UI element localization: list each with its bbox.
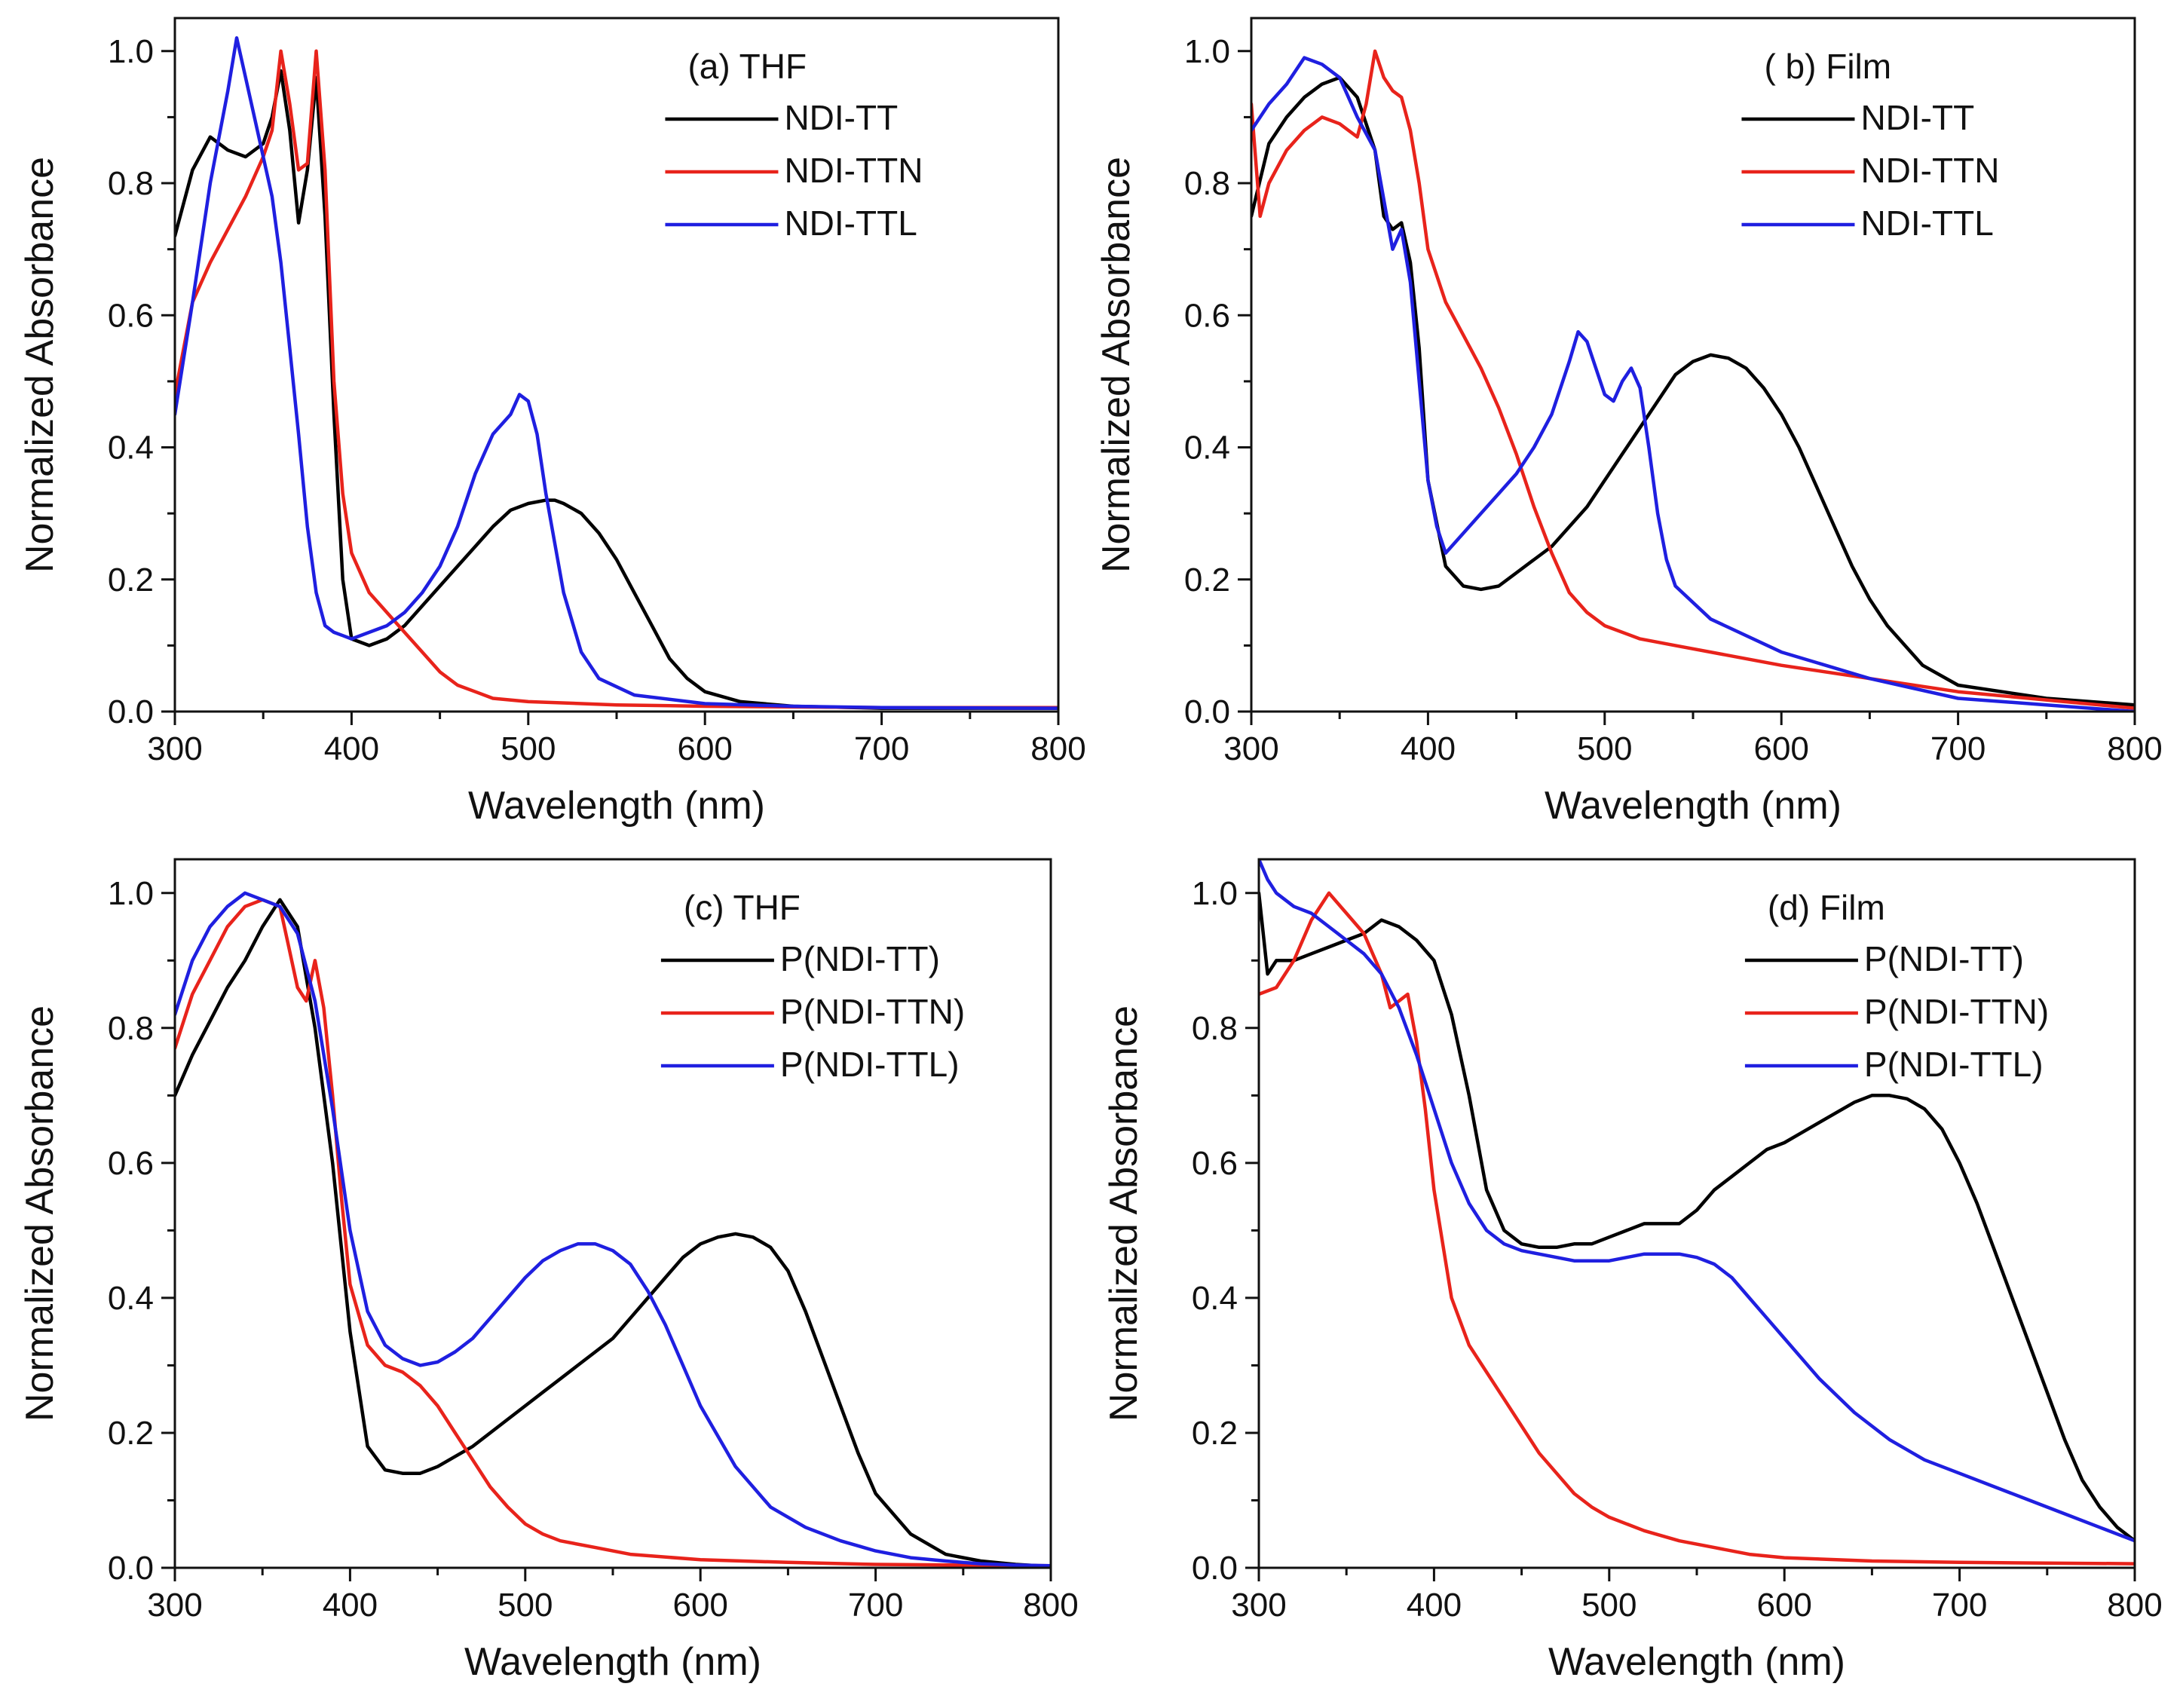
series-line-NDI-TTN bbox=[1251, 49, 2135, 710]
x-tick-label: 700 bbox=[854, 730, 909, 767]
legend-label: NDI-TTN bbox=[1860, 151, 1999, 190]
x-tick-label: 500 bbox=[498, 1587, 553, 1624]
panel-4: 300 400 500 600 700 800 0.0 0.2 0.4 0.6 0.8 1.0 Wave… bbox=[1102, 858, 2163, 1684]
y-tick-label: 0.4 bbox=[108, 430, 154, 467]
series-line-P(NDI-TT) bbox=[1259, 891, 2135, 1543]
y-tick-label: 0.4 bbox=[108, 1280, 154, 1317]
y-tick-label: 0.0 bbox=[108, 1550, 154, 1587]
x-tick-label: 700 bbox=[1932, 1587, 1987, 1624]
series-line-P(NDI-TTL) bbox=[175, 891, 1051, 1568]
x-axis-title: Wavelength (nm) bbox=[1545, 784, 1842, 828]
y-tick-label: 0.8 bbox=[108, 1010, 154, 1047]
x-tick-label: 300 bbox=[1223, 730, 1278, 767]
x-tick-label: 400 bbox=[1401, 730, 1456, 767]
legend-label: P(NDI-TTN) bbox=[780, 992, 965, 1031]
x-tick-label: 800 bbox=[1023, 1587, 1078, 1624]
y-tick-label: 1.0 bbox=[108, 875, 154, 912]
y-axis-title: Normalized Absorbance bbox=[18, 157, 62, 573]
y-tick-label: 1.0 bbox=[108, 33, 154, 70]
y-tick-label: 0.0 bbox=[108, 693, 154, 730]
y-tick-label: 0.4 bbox=[1184, 430, 1230, 467]
y-tick-label: 0.0 bbox=[1184, 693, 1230, 730]
y-tick-label: 0.4 bbox=[1192, 1280, 1238, 1317]
x-tick-label: 300 bbox=[147, 730, 202, 767]
series-line-P(NDI-TT) bbox=[175, 898, 1051, 1568]
y-axis-title: Normalized Absorbance bbox=[1102, 1006, 1146, 1422]
series-line-P(NDI-TTL) bbox=[1259, 859, 2135, 1543]
legend-label: NDI-TTL bbox=[1860, 204, 1993, 243]
legend-label: P(NDI-TT) bbox=[1864, 939, 2024, 978]
y-tick-label: 0.2 bbox=[108, 562, 154, 598]
y-tick-label: 0.2 bbox=[1192, 1415, 1238, 1452]
x-tick-label: 300 bbox=[147, 1587, 202, 1624]
panel-3: 300 400 500 600 700 800 0.0 0.2 0.4 0.6 0.8 1.0 Wave… bbox=[18, 858, 1079, 1684]
legend-label: P(NDI-TT) bbox=[780, 939, 940, 978]
y-axis-title: Normalized Absorbance bbox=[18, 1006, 62, 1422]
x-tick-label: 600 bbox=[677, 730, 732, 767]
x-tick-label: 400 bbox=[1407, 1587, 1462, 1624]
y-tick-label: 0.8 bbox=[1184, 165, 1230, 202]
y-tick-label: 0.6 bbox=[1192, 1145, 1238, 1182]
y-tick-label: 1.0 bbox=[1192, 875, 1238, 912]
y-tick-label: 0.6 bbox=[1184, 297, 1230, 334]
series-line-NDI-TTL bbox=[175, 36, 1058, 710]
plot-frame bbox=[1250, 17, 2136, 713]
x-axis-title: Wavelength (nm) bbox=[464, 1640, 761, 1684]
x-tick-label: 600 bbox=[1756, 1587, 1811, 1624]
series-line-NDI-TTN bbox=[175, 49, 1058, 709]
x-tick-label: 500 bbox=[1577, 730, 1632, 767]
legend-label: NDI-TT bbox=[1860, 98, 1974, 137]
series-line-NDI-TT bbox=[1251, 75, 2135, 707]
panel-2: 300 400 500 600 700 800 0.0 0.2 0.4 0.6 0.8 1.0 Wave… bbox=[1095, 17, 2163, 828]
y-axis-title: Normalized Absorbance bbox=[1095, 157, 1138, 573]
x-axis-title: Wavelength (nm) bbox=[468, 784, 765, 828]
panel-label: (a) THF bbox=[687, 47, 807, 86]
plot-frame bbox=[173, 17, 1060, 713]
x-tick-label: 800 bbox=[2107, 730, 2162, 767]
y-tick-label: 0.8 bbox=[108, 165, 154, 202]
x-tick-label: 800 bbox=[2107, 1587, 2162, 1624]
x-tick-label: 400 bbox=[323, 1587, 378, 1624]
panel-label: (d) Film bbox=[1768, 888, 1885, 927]
x-tick-label: 600 bbox=[1753, 730, 1808, 767]
x-tick-label: 500 bbox=[501, 730, 556, 767]
legend-label: P(NDI-TTL) bbox=[780, 1045, 960, 1084]
panel-label: ( b) Film bbox=[1764, 47, 1891, 86]
x-tick-label: 700 bbox=[1930, 730, 1986, 767]
x-axis-title: Wavelength (nm) bbox=[1548, 1640, 1845, 1684]
series-line-NDI-TT bbox=[175, 69, 1058, 710]
legend-label: P(NDI-TTL) bbox=[1864, 1045, 2044, 1084]
panel-1: 300 400 500 600 700 800 0.0 0.2 0.4 0.6 0.8 1.0 Wave… bbox=[18, 17, 1086, 828]
panel-label: (c) THF bbox=[684, 888, 801, 927]
legend-label: P(NDI-TTN) bbox=[1864, 992, 2049, 1031]
x-tick-label: 300 bbox=[1231, 1587, 1286, 1624]
y-tick-label: 0.2 bbox=[1184, 562, 1230, 598]
legend-label: NDI-TTN bbox=[784, 151, 923, 190]
x-tick-label: 500 bbox=[1581, 1587, 1636, 1624]
y-tick-label: 0.6 bbox=[108, 297, 154, 334]
legend-label: NDI-TT bbox=[784, 98, 898, 137]
series-line-NDI-TTL bbox=[1251, 56, 2135, 712]
x-tick-label: 800 bbox=[1030, 730, 1085, 767]
x-tick-label: 700 bbox=[848, 1587, 903, 1624]
y-tick-label: 0.8 bbox=[1192, 1010, 1238, 1047]
y-tick-label: 0.6 bbox=[108, 1145, 154, 1182]
legend-label: NDI-TTL bbox=[784, 204, 917, 243]
y-tick-label: 1.0 bbox=[1184, 33, 1230, 70]
series-line-P(NDI-TTN) bbox=[1259, 891, 2135, 1566]
x-tick-label: 400 bbox=[324, 730, 379, 767]
y-tick-label: 0.0 bbox=[1192, 1550, 1238, 1587]
x-tick-label: 600 bbox=[672, 1587, 727, 1624]
y-tick-label: 0.2 bbox=[108, 1415, 154, 1452]
